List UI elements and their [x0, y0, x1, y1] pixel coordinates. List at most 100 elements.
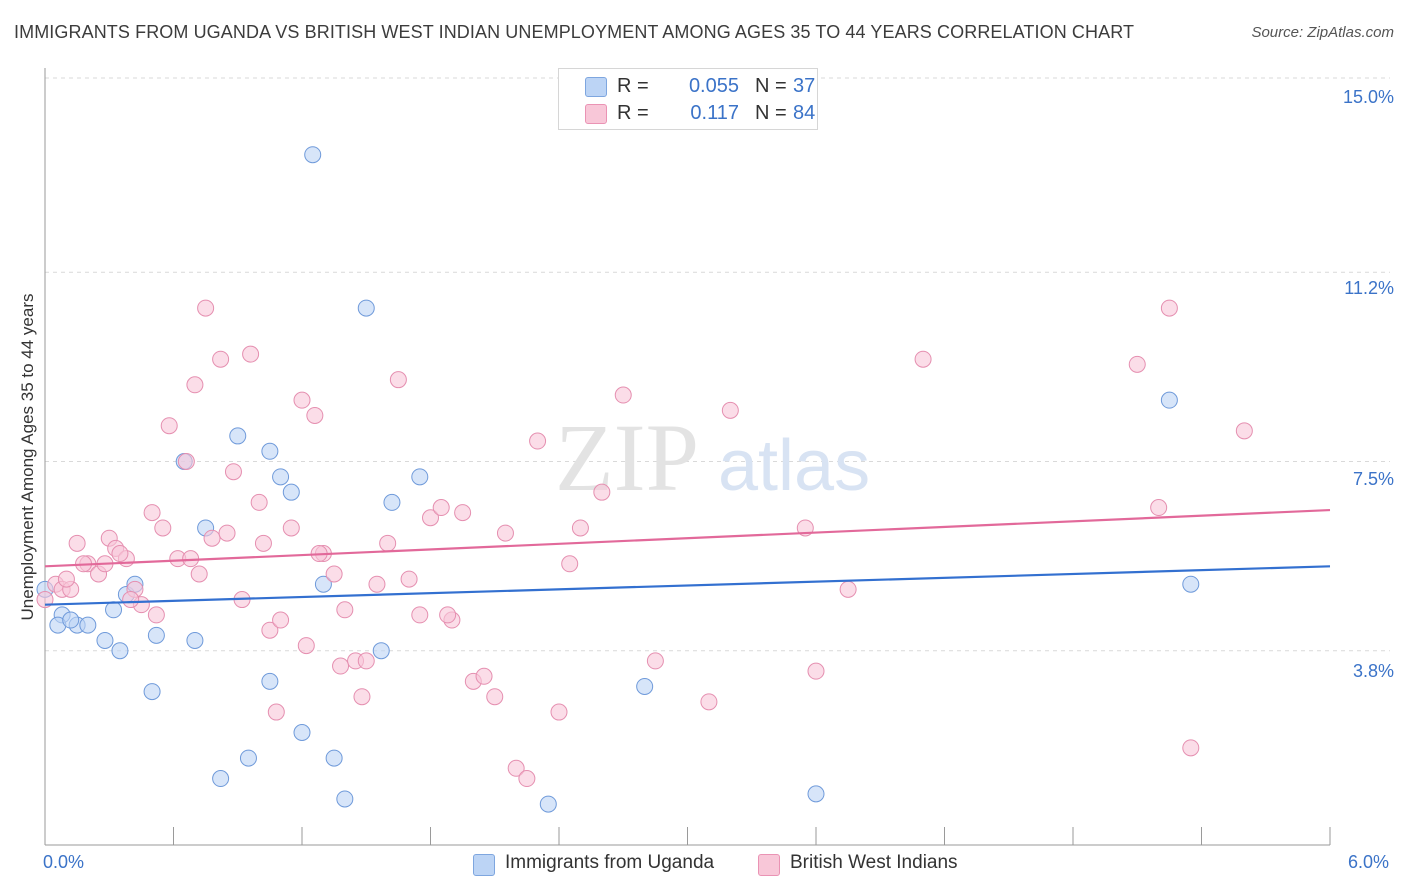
uganda-point — [1182, 575, 1200, 593]
bwi-point — [368, 575, 386, 593]
n-value: 37 — [793, 75, 816, 97]
bwi-point — [614, 386, 632, 404]
bwi-point — [1128, 355, 1146, 373]
bwi-point — [297, 637, 315, 655]
bwi-point — [242, 345, 260, 363]
x-tick-label: 6.0% — [1348, 852, 1390, 872]
bwi-point — [700, 693, 718, 711]
bwi-point — [267, 703, 285, 721]
n-value: 84 — [793, 102, 816, 124]
gridlines — [45, 77, 1390, 652]
bwi-point — [353, 688, 371, 706]
bwi-point — [1150, 499, 1168, 517]
uganda-point — [186, 631, 204, 649]
uganda-point — [807, 785, 825, 803]
uganda-point — [143, 683, 161, 701]
uganda-point — [79, 616, 97, 634]
bwi-point — [250, 493, 268, 511]
legend-label: Immigrants from Uganda — [505, 852, 715, 873]
n-label: N = — [755, 102, 787, 124]
bwi-point — [154, 519, 172, 537]
bwi-point — [529, 432, 547, 450]
r-value: 0.055 — [688, 75, 739, 97]
bwi-point — [224, 463, 242, 481]
stats-legend: R = 0.055 N = 37 R = 0.117 N = 84 — [558, 68, 818, 130]
bwi-point — [593, 483, 611, 501]
bwi-point — [293, 391, 311, 409]
bwi-point — [571, 519, 589, 537]
bwi-point — [160, 417, 178, 435]
bwi-point — [914, 350, 932, 368]
bwi-point — [218, 524, 236, 542]
uganda-point — [304, 146, 322, 164]
y-tick-label: 7.5% — [1352, 469, 1394, 489]
bwi-point — [306, 406, 324, 424]
uganda-point — [411, 468, 429, 486]
bwi-point — [486, 688, 504, 706]
bwi-point — [197, 299, 215, 317]
bwi-point — [212, 350, 230, 368]
bwi-point — [439, 606, 457, 624]
bwi-point — [411, 606, 429, 624]
uganda-point — [147, 626, 165, 644]
y-tick-label: 3.8% — [1352, 661, 1394, 681]
trend-lines — [44, 508, 1331, 606]
r-label: R = — [617, 102, 649, 124]
watermark: ZIP atlas — [555, 404, 870, 511]
uganda-point — [229, 427, 247, 445]
bwi-point — [721, 401, 739, 419]
uganda-point — [336, 790, 354, 808]
bwi-point — [272, 611, 290, 629]
uganda-point — [96, 631, 114, 649]
bwi-point — [190, 565, 208, 583]
bwi-point — [839, 580, 857, 598]
y-tick-label: 15.0% — [1342, 87, 1394, 107]
uganda-point — [272, 468, 290, 486]
bwi-point — [422, 509, 439, 527]
bwi-point — [68, 534, 86, 552]
bwi-trend-line — [44, 508, 1331, 568]
bwi-point — [261, 621, 279, 639]
uganda-point — [325, 749, 343, 767]
bwi-swatch — [758, 854, 780, 876]
bwi-point — [325, 565, 343, 583]
bwi-point — [561, 555, 579, 573]
bwi-point — [357, 652, 375, 670]
watermark-zip: ZIP — [555, 404, 699, 511]
bwi-point — [177, 453, 195, 470]
axes — [44, 68, 1331, 846]
bwi-point — [1182, 739, 1200, 757]
bwi-point — [122, 591, 140, 609]
bwi-point — [143, 504, 161, 522]
bwi-point — [379, 534, 397, 552]
bwi-point — [400, 570, 418, 588]
uganda-point — [357, 299, 375, 317]
bwi-point — [454, 504, 472, 522]
uganda-point — [261, 672, 279, 690]
uganda-point — [105, 601, 123, 619]
uganda-point — [636, 677, 654, 695]
uganda-point — [293, 724, 311, 742]
uganda-point — [383, 493, 401, 511]
bwi-point — [282, 519, 300, 537]
uganda-point — [62, 611, 80, 629]
uganda-point — [111, 642, 129, 660]
bwi-point — [518, 770, 536, 788]
uganda-point — [1160, 391, 1178, 409]
r-value: 0.117 — [690, 102, 739, 124]
uganda-point — [314, 575, 332, 593]
uganda-point — [261, 442, 279, 460]
bwi-point — [550, 703, 568, 721]
bwi-point — [111, 545, 129, 563]
uganda-swatch — [473, 854, 495, 876]
bwi-point — [432, 499, 450, 517]
bwi-point — [254, 534, 272, 552]
bwi-point — [496, 524, 514, 542]
bwi-swatch — [585, 104, 607, 124]
bwi-point — [1160, 299, 1178, 317]
bwi-point — [186, 376, 204, 394]
chart-title: IMMIGRANTS FROM UGANDA VS BRITISH WEST I… — [14, 22, 1135, 42]
uganda-point — [372, 642, 390, 660]
bwi-point — [336, 601, 354, 619]
bwi-point — [507, 759, 525, 777]
